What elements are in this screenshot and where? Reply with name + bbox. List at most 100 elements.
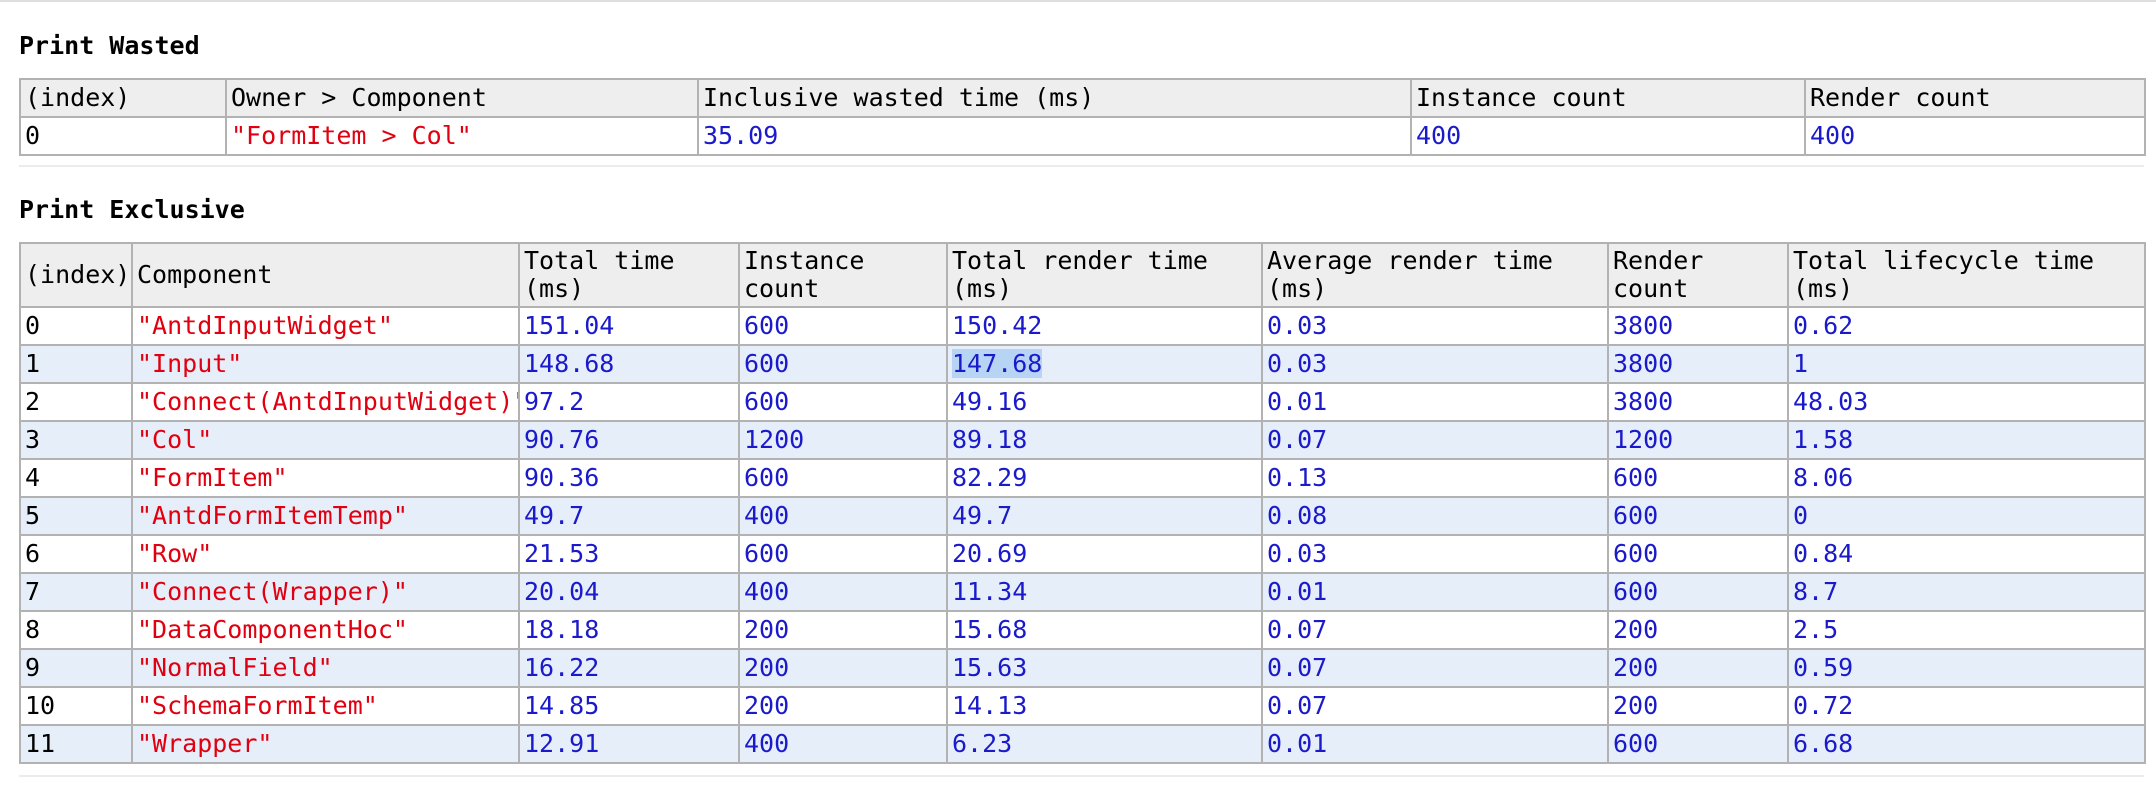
index-cell: 3 (19, 420, 133, 460)
value-cell: 12.91 (518, 724, 740, 764)
index-cell: 10 (19, 686, 133, 726)
value-cell: 600 (738, 306, 948, 346)
value-cell: 89.18 (946, 420, 1263, 460)
table-row: 4 "FormItem" 90.36 600 82.29 0.13 600 8.06 (19, 458, 2146, 498)
column-header[interactable]: Average render time (ms) (1261, 242, 1609, 308)
group-divider (19, 165, 2144, 167)
value-cell: 200 (1607, 686, 1789, 726)
value-cell: 0.01 (1261, 382, 1609, 422)
value-cell: 600 (738, 534, 948, 574)
column-header[interactable]: Total time (ms) (518, 242, 740, 308)
exclusive-header-row: (index) Component Total time (ms) Instan… (19, 242, 2146, 308)
component-cell: "FormItem" (131, 458, 520, 498)
table-row: 3 "Col" 90.76 1200 89.18 0.07 1200 1.58 (19, 420, 2146, 460)
value-cell: 200 (738, 686, 948, 726)
value-cell: 600 (738, 344, 948, 384)
component-cell: "AntdFormItemTemp" (131, 496, 520, 536)
component-cell: "Col" (131, 420, 520, 460)
column-header[interactable]: (index) (19, 78, 227, 118)
column-header[interactable]: Component (131, 242, 520, 308)
value-cell: 90.76 (518, 420, 740, 460)
value-cell: 0.03 (1261, 344, 1609, 384)
value-cell: 600 (1607, 534, 1789, 574)
value-cell: 400 (1410, 116, 1806, 156)
value-cell: 150.42 (946, 306, 1263, 346)
value-cell: 1200 (1607, 420, 1789, 460)
index-cell: 8 (19, 610, 133, 650)
table-row: 6 "Row" 21.53 600 20.69 0.03 600 0.84 (19, 534, 2146, 574)
value-cell: 600 (1607, 572, 1789, 612)
table-row: 1 "Input" 148.68 600 147.68 0.03 3800 1 (19, 344, 2146, 384)
value-cell: 15.63 (946, 648, 1263, 688)
component-cell: "Wrapper" (131, 724, 520, 764)
column-header[interactable]: Total lifecycle time (ms) (1787, 242, 2146, 308)
value-cell: 49.16 (946, 382, 1263, 422)
top-divider (0, 0, 2156, 2)
value-cell: 14.13 (946, 686, 1263, 726)
value-cell: 0.59 (1787, 648, 2146, 688)
index-cell: 4 (19, 458, 133, 498)
column-header[interactable]: Owner > Component (225, 78, 699, 118)
index-cell: 7 (19, 572, 133, 612)
value-cell: 3800 (1607, 306, 1789, 346)
value-cell: 0.84 (1787, 534, 2146, 574)
value-cell: 14.85 (518, 686, 740, 726)
index-cell: 0 (19, 306, 133, 346)
value-cell: 6.23 (946, 724, 1263, 764)
selected-text[interactable]: 147.68 (952, 349, 1043, 378)
index-cell: 5 (19, 496, 133, 536)
value-cell: 147.68 (946, 344, 1263, 384)
value-cell: 0.01 (1261, 572, 1609, 612)
value-cell: 16.22 (518, 648, 740, 688)
group-divider (19, 775, 2144, 777)
value-cell: 151.04 (518, 306, 740, 346)
index-cell: 6 (19, 534, 133, 574)
value-cell: 1.58 (1787, 420, 2146, 460)
wasted-table: (index) Owner > Component Inclusive wast… (19, 78, 2146, 156)
value-cell: 20.69 (946, 534, 1263, 574)
table-row: 0 "FormItem > Col" 35.09 400 400 (19, 116, 2146, 156)
column-header[interactable]: Instance count (738, 242, 948, 308)
value-cell: 3800 (1607, 382, 1789, 422)
value-cell: 400 (738, 724, 948, 764)
component-cell: "NormalField" (131, 648, 520, 688)
value-cell: 21.53 (518, 534, 740, 574)
value-cell: 148.68 (518, 344, 740, 384)
print-wasted-title: Print Wasted (19, 31, 200, 60)
component-cell: "AntdInputWidget" (131, 306, 520, 346)
value-cell: 90.36 (518, 458, 740, 498)
table-row: 8 "DataComponentHoc" 18.18 200 15.68 0.07 200 2… (19, 610, 2146, 650)
column-header[interactable]: (index) (19, 242, 133, 308)
component-cell: "Connect(Wrapper)" (131, 572, 520, 612)
value-cell: 48.03 (1787, 382, 2146, 422)
index-cell: 11 (19, 724, 133, 764)
value-cell: 600 (738, 382, 948, 422)
value-cell: 1200 (738, 420, 948, 460)
value-cell: 600 (738, 458, 948, 498)
value-cell: 600 (1607, 724, 1789, 764)
value-cell: 0.07 (1261, 420, 1609, 460)
value-cell: 3800 (1607, 344, 1789, 384)
column-header[interactable]: Inclusive wasted time (ms) (697, 78, 1412, 118)
index-cell: 2 (19, 382, 133, 422)
component-cell: "Connect(AntdInputWidget)" (131, 382, 520, 422)
column-header[interactable]: Instance count (1410, 78, 1806, 118)
value-cell: 0.72 (1787, 686, 2146, 726)
component-cell: "DataComponentHoc" (131, 610, 520, 650)
value-cell: 0 (1787, 496, 2146, 536)
wasted-header-row: (index) Owner > Component Inclusive wast… (19, 78, 2146, 118)
value-cell: 49.7 (946, 496, 1263, 536)
column-header[interactable]: Render count (1607, 242, 1789, 308)
value-cell: 0.03 (1261, 306, 1609, 346)
component-cell: "FormItem > Col" (225, 116, 699, 156)
column-header[interactable]: Total render time (ms) (946, 242, 1263, 308)
column-header[interactable]: Render count (1804, 78, 2146, 118)
value-cell: 20.04 (518, 572, 740, 612)
value-cell: 600 (1607, 458, 1789, 498)
table-row: 11 "Wrapper" 12.91 400 6.23 0.01 600 6.68 (19, 724, 2146, 764)
value-cell: 0.62 (1787, 306, 2146, 346)
value-cell: 200 (1607, 648, 1789, 688)
value-cell: 0.07 (1261, 686, 1609, 726)
value-cell: 15.68 (946, 610, 1263, 650)
value-cell: 18.18 (518, 610, 740, 650)
